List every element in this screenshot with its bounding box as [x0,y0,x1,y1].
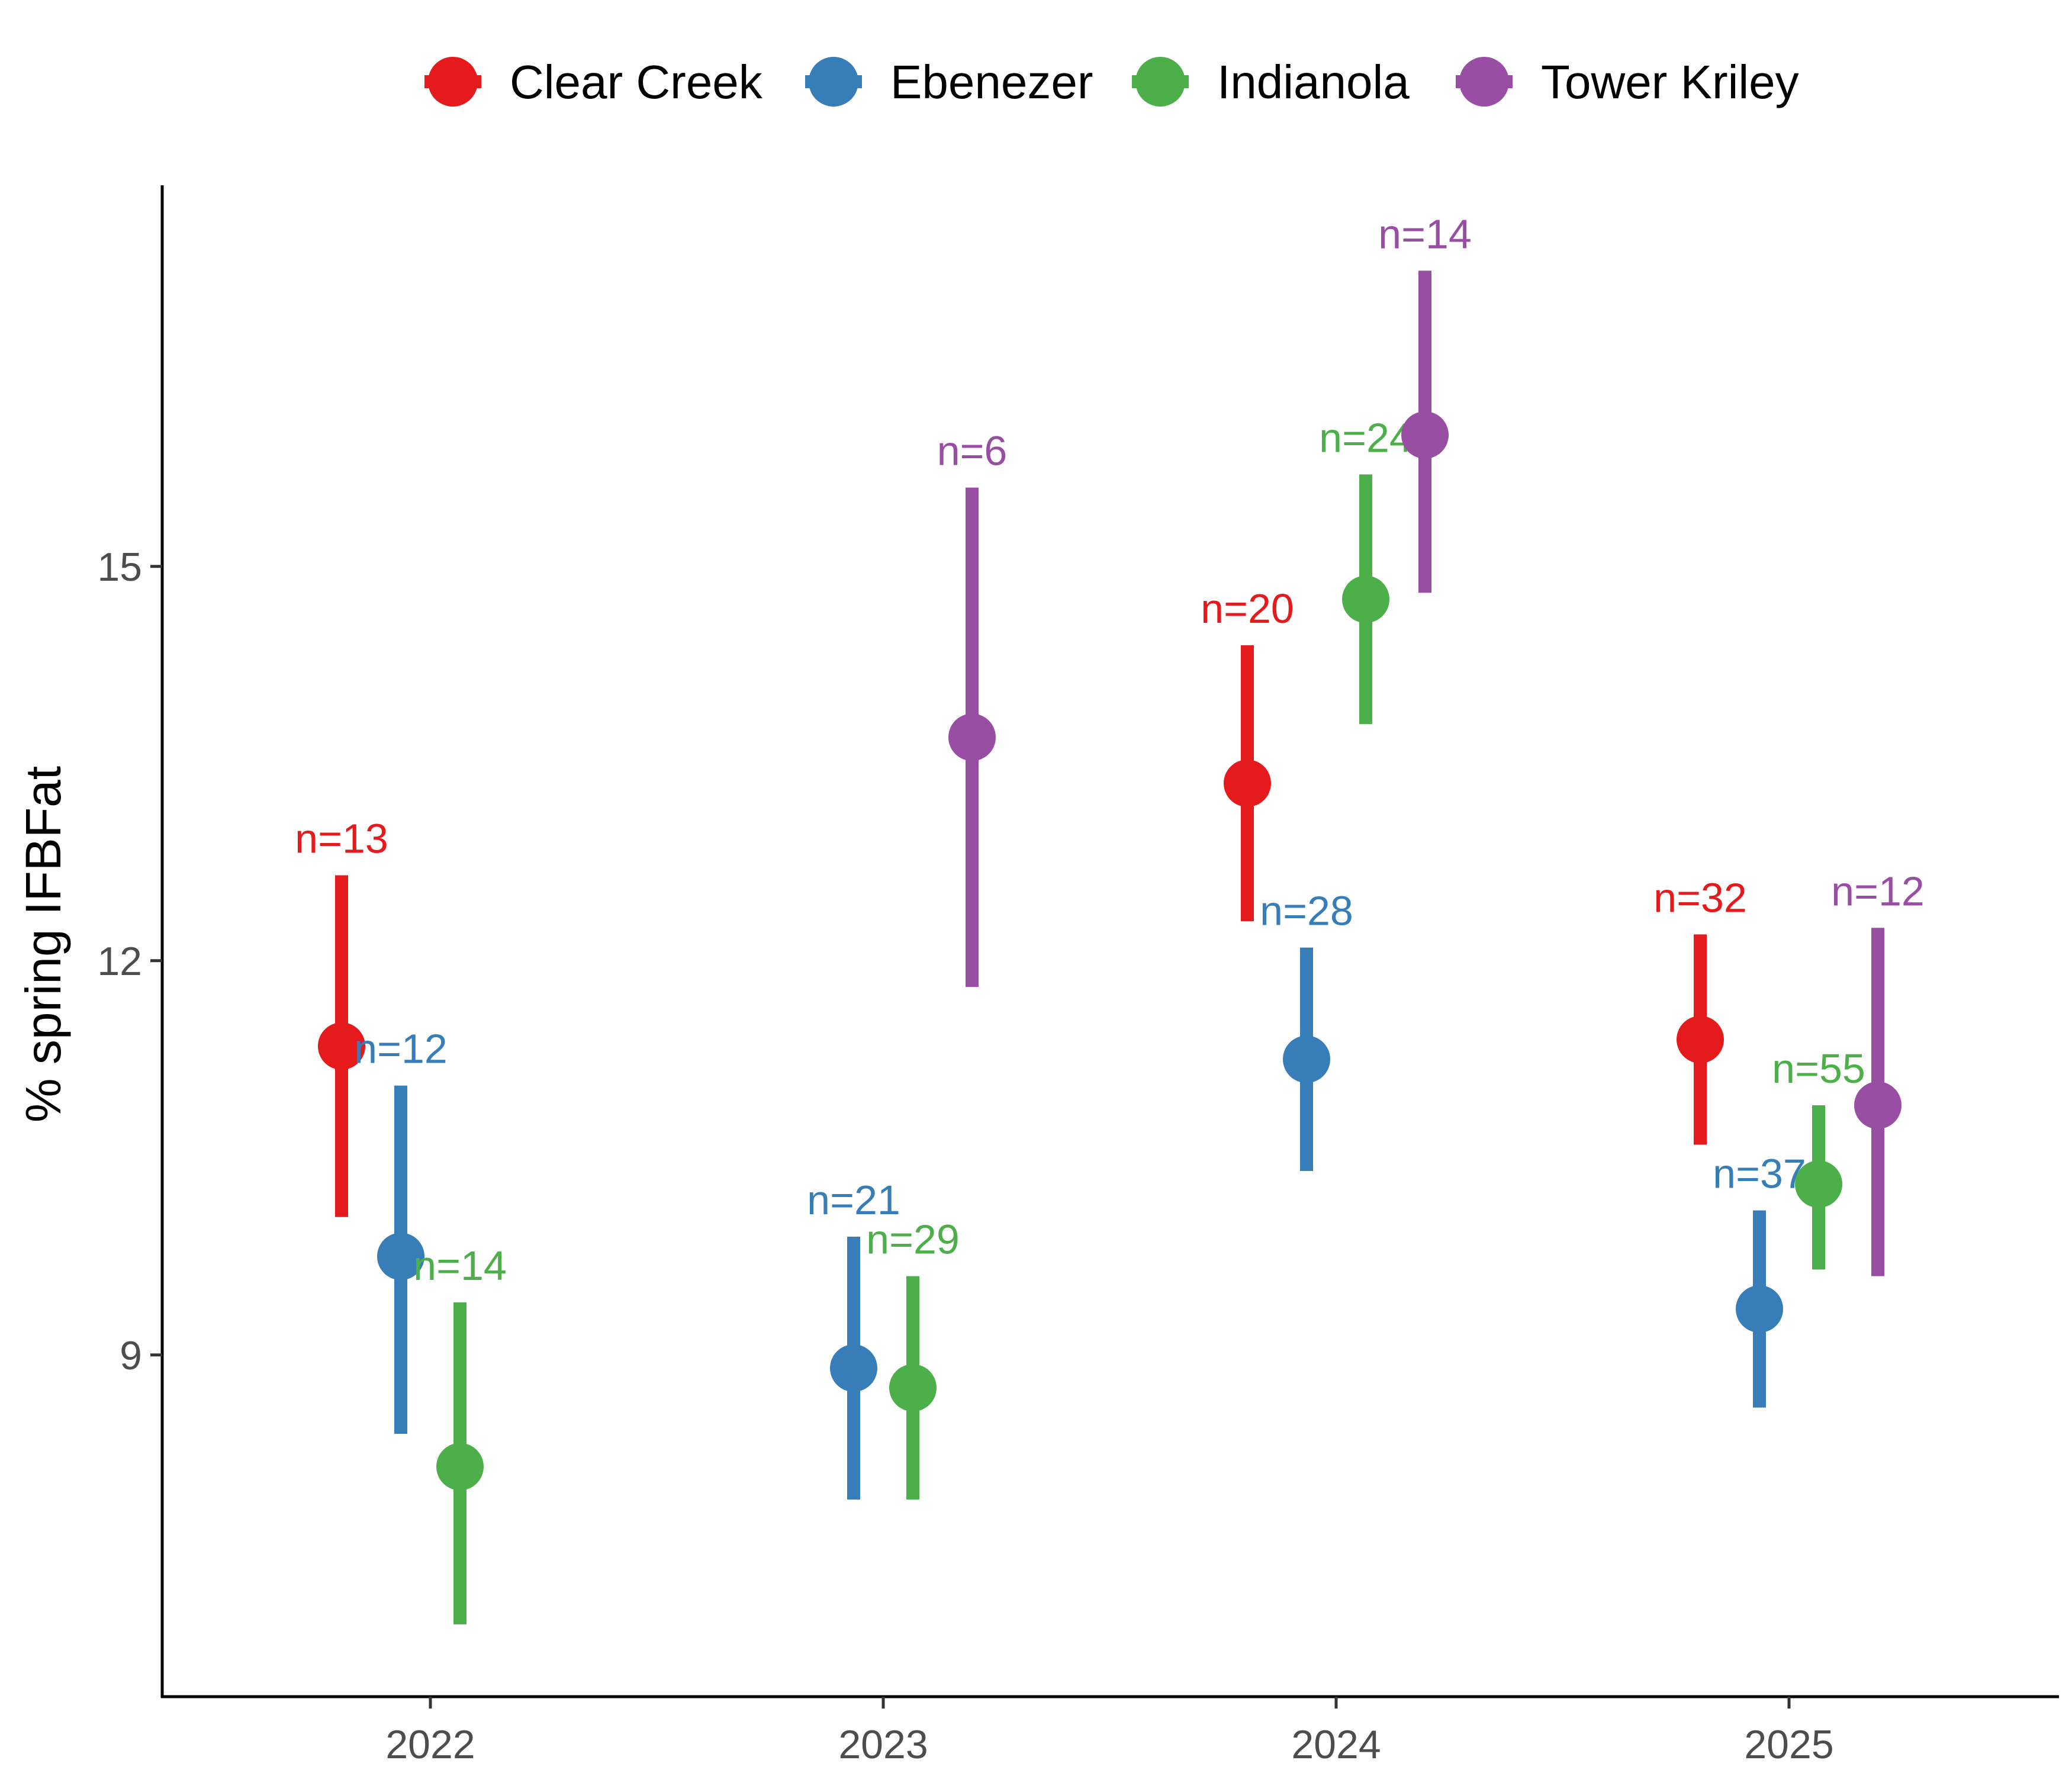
sample-size-label: n=28 [1260,888,1353,934]
x-tick-label: 2025 [1744,1722,1833,1767]
sample-size-label: n=32 [1653,874,1747,921]
data-point [1224,760,1271,807]
sample-size-label: n=14 [1378,211,1472,257]
sample-size-label: n=14 [413,1243,507,1289]
legend-item: Indianola [1132,56,1410,108]
data-point [948,713,996,761]
data-point [1736,1285,1783,1333]
data-point [377,1233,424,1280]
sample-size-label: n=24 [1319,414,1413,461]
legend: Clear Creek Ebenezer Indianola Tower Kriley [424,56,1799,108]
legend-key-point [1459,57,1509,107]
x-tick-label: 2024 [1291,1722,1381,1767]
legend-item: Tower Kriley [1456,56,1799,108]
legend-label: Indianola [1217,56,1410,108]
series-ebenezer: n=12 n=21 n=28 n=37 [354,888,1806,1500]
sample-size-label: n=12 [1831,868,1925,914]
data-point [1854,1082,1902,1129]
data-point [1283,1035,1330,1083]
data-point [436,1443,484,1491]
sample-size-label: n=13 [295,816,388,862]
legend-label: Clear Creek [510,56,763,108]
legend-key-point [1135,57,1185,107]
x-tick-label: 2023 [838,1722,928,1767]
data-point [1401,411,1449,459]
sample-size-label: n=55 [1772,1045,1865,1092]
legend-item: Ebenezer [805,56,1093,108]
y-tick-label: 12 [97,939,142,984]
sample-size-label: n=21 [807,1177,900,1223]
y-axis: 9 12 15 [97,185,164,1698]
data-point [1795,1160,1842,1208]
y-axis-title: % spring IFBFat [15,766,71,1122]
data-point [1342,575,1389,623]
legend-label: Tower Kriley [1541,56,1799,108]
series-tower-kriley: n=6 n=14 n=12 [937,211,1925,1276]
data-point [1677,1016,1724,1063]
legend-label: Ebenezer [890,56,1093,108]
series-indianola: n=14 n=29 n=24 n=55 [413,414,1865,1624]
data-point [318,1022,365,1070]
sample-size-label: n=6 [937,428,1008,474]
legend-item: Clear Creek [424,56,763,108]
data-point [830,1344,877,1392]
legend-key-point [809,57,858,107]
sample-size-label: n=29 [866,1217,960,1263]
data-point [889,1364,937,1412]
x-axis: 2022 2023 2024 2025 [161,1695,2059,1767]
sample-size-label: n=37 [1713,1151,1806,1197]
legend-key-point [428,57,478,107]
plot-area: n=13 n=20 n=32 n=12 n=21 n=28 n=37 n=14 n=29 n=24… [295,211,1925,1624]
y-tick-label: 15 [97,545,142,590]
sample-size-label: n=20 [1201,585,1294,632]
x-tick-label: 2022 [385,1722,475,1767]
sample-size-label: n=12 [354,1026,448,1072]
y-tick-label: 9 [120,1333,142,1378]
series-clear-creek: n=13 n=20 n=32 [295,585,1747,1217]
